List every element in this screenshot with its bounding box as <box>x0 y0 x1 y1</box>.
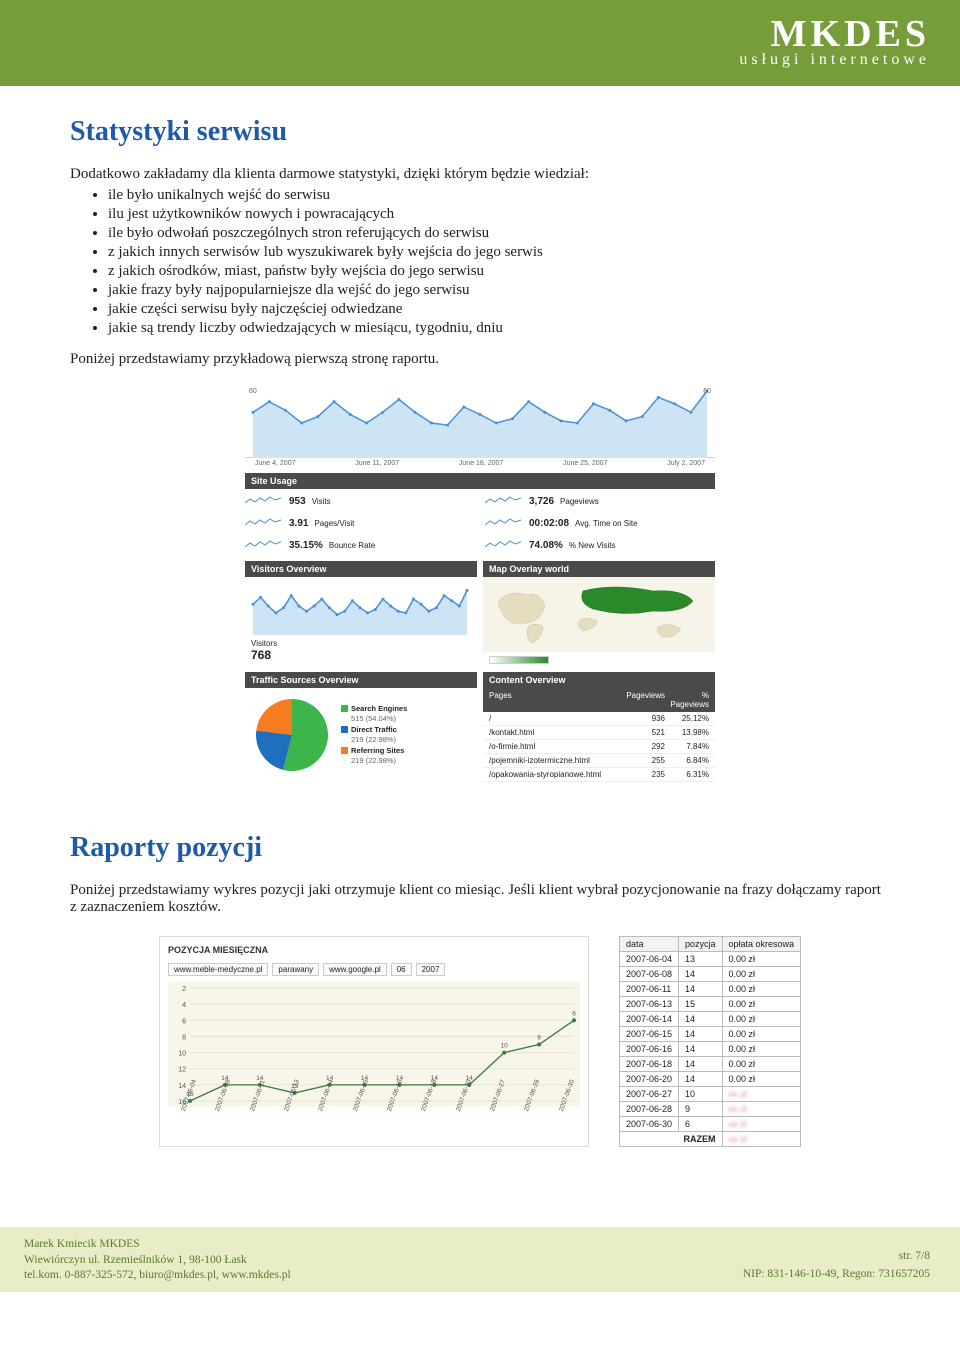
cost-row: 2007-06-04130.00 zł <box>619 952 800 967</box>
site-usage-header: Site Usage <box>245 473 715 489</box>
stats-bullet: ile było odwołań poszczególnych stron re… <box>108 225 890 242</box>
cost-row: 2007-06-2710xx zł <box>619 1087 800 1102</box>
logo-sub: usługi internetowe <box>739 51 930 69</box>
filter-box: 06 <box>391 963 412 976</box>
header-bar: MKDES usługi internetowe <box>0 0 960 86</box>
metric: 35.15% Bounce Rate <box>245 539 475 551</box>
pos-plot: 2468101214161614141514141414141096 <box>168 982 580 1107</box>
pos-filters: www.meble-medyczne.pl parawany www.google.… <box>168 963 580 976</box>
pos-chart-title: POZYCJA MIESIĘCZNA <box>168 945 580 955</box>
metrics-grid: 953 Visits 3,726 Pageviews 3.91 Pages/Visi… <box>245 489 715 557</box>
metric: 3,726 Pageviews <box>485 495 715 507</box>
metric: 953 Visits <box>245 495 475 507</box>
reports-intro: Poniżej przedstawiamy wykres pozycji jak… <box>70 882 890 916</box>
content-row: /opakowania-styropianowe.html2356.31% <box>483 768 715 782</box>
pie-wrap: Search Engines515 (54.04%)Direct Traffic… <box>245 688 477 782</box>
stats-bullet: jakie są trendy liczby odwiedzających w … <box>108 320 890 337</box>
cost-row: 2007-06-08140.00 zł <box>619 967 800 982</box>
svg-text:10: 10 <box>178 1051 186 1058</box>
cost-row: 2007-06-16140.00 zł <box>619 1042 800 1057</box>
footer-contact: tel.kom. 0-887-325-572, biuro@mkdes.pl, … <box>24 1268 291 1284</box>
cost-header: opłata okresowa <box>722 937 801 952</box>
main-chart: 60 60 <box>245 388 715 458</box>
content-table-head: PagesPageviews% Pageviews <box>483 688 715 712</box>
visitors-chart <box>245 577 477 635</box>
visitors-header: Visitors Overview <box>245 561 477 577</box>
cost-row: 2007-06-14140.00 zł <box>619 1012 800 1027</box>
content-row: /93625.12% <box>483 712 715 726</box>
cost-row: 2007-06-15140.00 zł <box>619 1027 800 1042</box>
svg-text:6: 6 <box>182 1018 186 1025</box>
cost-table: datapozycjaopłata okresowa 2007-06-04130… <box>619 936 801 1147</box>
filter-box: parawany <box>272 963 319 976</box>
cost-row: 2007-06-306xx zł <box>619 1117 800 1132</box>
stats-bullet: z jakich ośrodków, miast, państw były we… <box>108 263 890 280</box>
svg-text:14: 14 <box>178 1083 186 1090</box>
cost-row: 2007-06-11140.00 zł <box>619 982 800 997</box>
svg-text:12: 12 <box>178 1067 186 1074</box>
svg-text:10: 10 <box>501 1043 509 1050</box>
visitors-label: Visitors <box>251 639 277 648</box>
svg-text:8: 8 <box>182 1034 186 1041</box>
cost-row: 2007-06-13150.00 zł <box>619 997 800 1012</box>
cost-header: pozycja <box>678 937 722 952</box>
stats-bullet: ilu jest użytkowników nowych i powracają… <box>108 206 890 223</box>
stats-bullet: jakie części serwisu były najczęściej od… <box>108 301 890 318</box>
map-gradient <box>489 656 549 664</box>
footer-nip: NIP: 831-146-10-49, Regon: 731657205 <box>743 1265 930 1283</box>
visitors-value: 768 <box>251 648 471 662</box>
stats-bullet: z jakich innych serwisów lub wyszukiware… <box>108 244 890 261</box>
stats-bullet: ile było unikalnych wejść do serwisu <box>108 187 890 204</box>
stats-bullets: ile było unikalnych wejść do serwisu ilu … <box>108 187 890 337</box>
section-title-reports: Raporty pozycji <box>70 832 890 864</box>
intro-text: Dodatkowo zakładamy dla klienta darmowe … <box>70 166 890 183</box>
after-text: Poniżej przedstawiamy przykładową pierws… <box>70 351 890 368</box>
content-row: /pojemniki-izotermiczne.html2556.84% <box>483 754 715 768</box>
content-row: /kontakt.html52113.98% <box>483 726 715 740</box>
footer-address: Wiewiórczyn ul. Rzemieślników 1, 98-100 … <box>24 1253 291 1269</box>
svg-text:9: 9 <box>537 1035 541 1042</box>
pie-chart <box>253 696 331 774</box>
visitors-number: Visitors 768 <box>245 635 477 664</box>
footer-page: str. 7/8 <box>743 1247 930 1265</box>
pie-legend: Search Engines515 (54.04%)Direct Traffic… <box>341 704 407 767</box>
section-title-stats: Statystyki serwisu <box>70 116 890 148</box>
map-header: Map Overlay world <box>483 561 715 577</box>
traffic-header: Traffic Sources Overview <box>245 672 477 688</box>
metric: 00:02:08 Avg. Time on Site <box>485 517 715 529</box>
position-chart: POZYCJA MIESIĘCZNA www.meble-medyczne.pl… <box>159 936 589 1147</box>
cost-row: 2007-06-18140.00 zł <box>619 1057 800 1072</box>
filter-box: www.google.pl <box>323 963 387 976</box>
content-row: /o-firmie.html2927.84% <box>483 740 715 754</box>
footer-name: Marek Kmiecik MKDES <box>24 1237 291 1253</box>
content-header: Content Overview <box>483 672 715 688</box>
main-chart-svg <box>245 388 715 458</box>
logo: MKDES usługi internetowe <box>739 17 930 69</box>
logo-main: MKDES <box>739 17 930 51</box>
cost-row: 2007-06-20140.00 zł <box>619 1072 800 1087</box>
svg-text:4: 4 <box>182 1002 186 1009</box>
cost-header: data <box>619 937 678 952</box>
footer-right: str. 7/8 NIP: 831-146-10-49, Regon: 7316… <box>743 1247 930 1284</box>
metric: 74.08% % New Visits <box>485 539 715 551</box>
main-chart-ticks: June 4, 2007June 11, 2007June 18, 2007Ju… <box>245 458 715 469</box>
stats-bullet: jakie frazy były najpopularniejsze dla w… <box>108 282 890 299</box>
footer-left: Marek Kmiecik MKDES Wiewiórczyn ul. Rzem… <box>24 1237 291 1284</box>
analytics-screenshot: 60 60 June 4, 2007June 11, 2007June 18, … <box>245 388 715 782</box>
filter-box: 2007 <box>416 963 446 976</box>
content-table-body: /93625.12%/kontakt.html52113.98%/o-firmi… <box>483 712 715 782</box>
metric: 3.91 Pages/Visit <box>245 517 475 529</box>
svg-text:6: 6 <box>572 1010 576 1017</box>
footer-bar: Marek Kmiecik MKDES Wiewiórczyn ul. Rzem… <box>0 1227 960 1292</box>
cost-row: 2007-06-289xx zł <box>619 1102 800 1117</box>
map-overlay <box>483 577 715 652</box>
pos-x-labels: 2007-06-042007-06-082007-06-112007-06-13… <box>168 1107 580 1117</box>
svg-text:2: 2 <box>182 986 186 993</box>
filter-box: www.meble-medyczne.pl <box>168 963 268 976</box>
